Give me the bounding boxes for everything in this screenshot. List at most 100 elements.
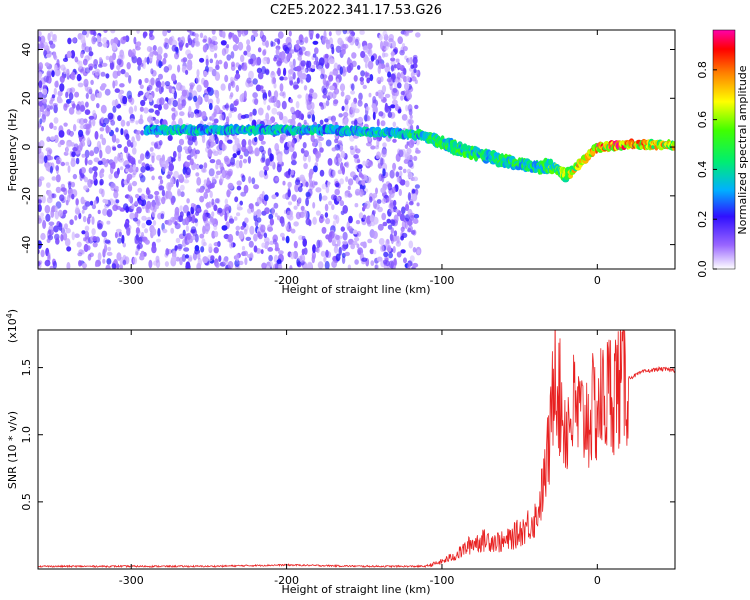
noise-cell [134,105,137,112]
noise-cell [220,40,227,46]
noise-cell [199,164,204,170]
noise-cell [289,265,293,269]
noise-cell [305,197,309,207]
noise-cell [167,156,172,163]
noise-cell [102,37,108,44]
noise-cell [56,236,60,245]
noise-cell [404,144,409,150]
noise-cell [52,51,57,59]
bottom-x-tick-label: -100 [429,574,454,587]
noise-cell [361,179,366,186]
noise-cell [222,257,229,266]
noise-cell [416,202,420,207]
noise-cell [413,213,420,219]
noise-cell [157,227,161,237]
noise-cell [195,211,200,217]
noise-cell [203,179,208,185]
noise-cell [126,121,130,127]
noise-cell [136,30,140,34]
noise-cell [354,119,358,128]
noise-cell [202,212,207,222]
noise-cell [190,226,197,234]
noise-cell [309,88,315,94]
noise-cell [305,93,309,102]
noise-cell [88,115,95,120]
noise-cell [94,130,99,140]
noise-cell [330,43,334,50]
noise-cell [117,144,122,149]
noise-cell [49,265,54,269]
noise-cell [237,113,243,121]
noise-cell [354,203,359,208]
noise-cell [388,38,394,43]
noise-cell [306,102,312,111]
noise-cell [328,200,333,206]
noise-cell [70,142,75,147]
noise-cell [174,52,179,60]
noise-cell [215,71,220,80]
noise-cell [240,114,247,119]
noise-cell [356,243,360,249]
noise-cell [84,67,91,74]
noise-cell [328,54,333,59]
noise-cell [146,56,150,65]
noise-cell [342,111,349,118]
noise-cell [116,58,122,66]
noise-cell [338,246,342,256]
noise-cell [215,170,222,175]
noise-cell [139,255,145,261]
noise-cell [150,77,155,86]
noise-cell [307,114,311,119]
noise-cell [141,162,146,167]
noise-cell [64,223,68,230]
noise-cell [266,105,271,111]
noise-cell [372,250,377,255]
noise-cell [167,191,173,200]
noise-cell [374,264,379,269]
noise-cell [112,70,119,79]
noise-cell [318,136,324,141]
noise-cell [146,200,152,210]
noise-cell [228,32,233,38]
noise-cell [152,220,157,226]
noise-cell [117,115,122,122]
noise-cell [78,60,83,70]
noise-cell [359,188,364,197]
noise-cell [89,252,94,258]
noise-cell [202,225,206,235]
top-y-tick-label: 20 [20,91,33,105]
noise-cell [403,30,410,37]
noise-cell [93,59,98,67]
noise-cell [84,149,90,159]
noise-cell [291,153,296,162]
noise-cell [101,137,107,146]
noise-cell [268,254,273,262]
noise-cell [332,170,336,177]
noise-cell [152,50,158,55]
noise-cell [78,118,85,125]
top-x-tick-label: 0 [594,274,601,287]
noise-cell [273,82,277,89]
noise-cell [54,206,58,213]
noise-cell [262,49,267,56]
noise-cell [49,43,56,49]
noise-cell [278,250,284,255]
noise-cells [38,30,422,269]
noise-cell [100,104,107,114]
noise-cell [297,197,302,203]
noise-cell [89,200,94,206]
noise-cell [84,46,91,53]
noise-cell [372,193,378,199]
noise-cell [367,161,372,167]
noise-cell [93,200,98,205]
noise-cell [102,42,108,48]
noise-cell [73,143,79,151]
noise-cell [402,46,408,52]
noise-cell [407,172,413,179]
noise-cell [52,33,57,41]
noise-cell [135,227,140,234]
noise-cell [274,143,280,152]
noise-cell [280,219,285,227]
